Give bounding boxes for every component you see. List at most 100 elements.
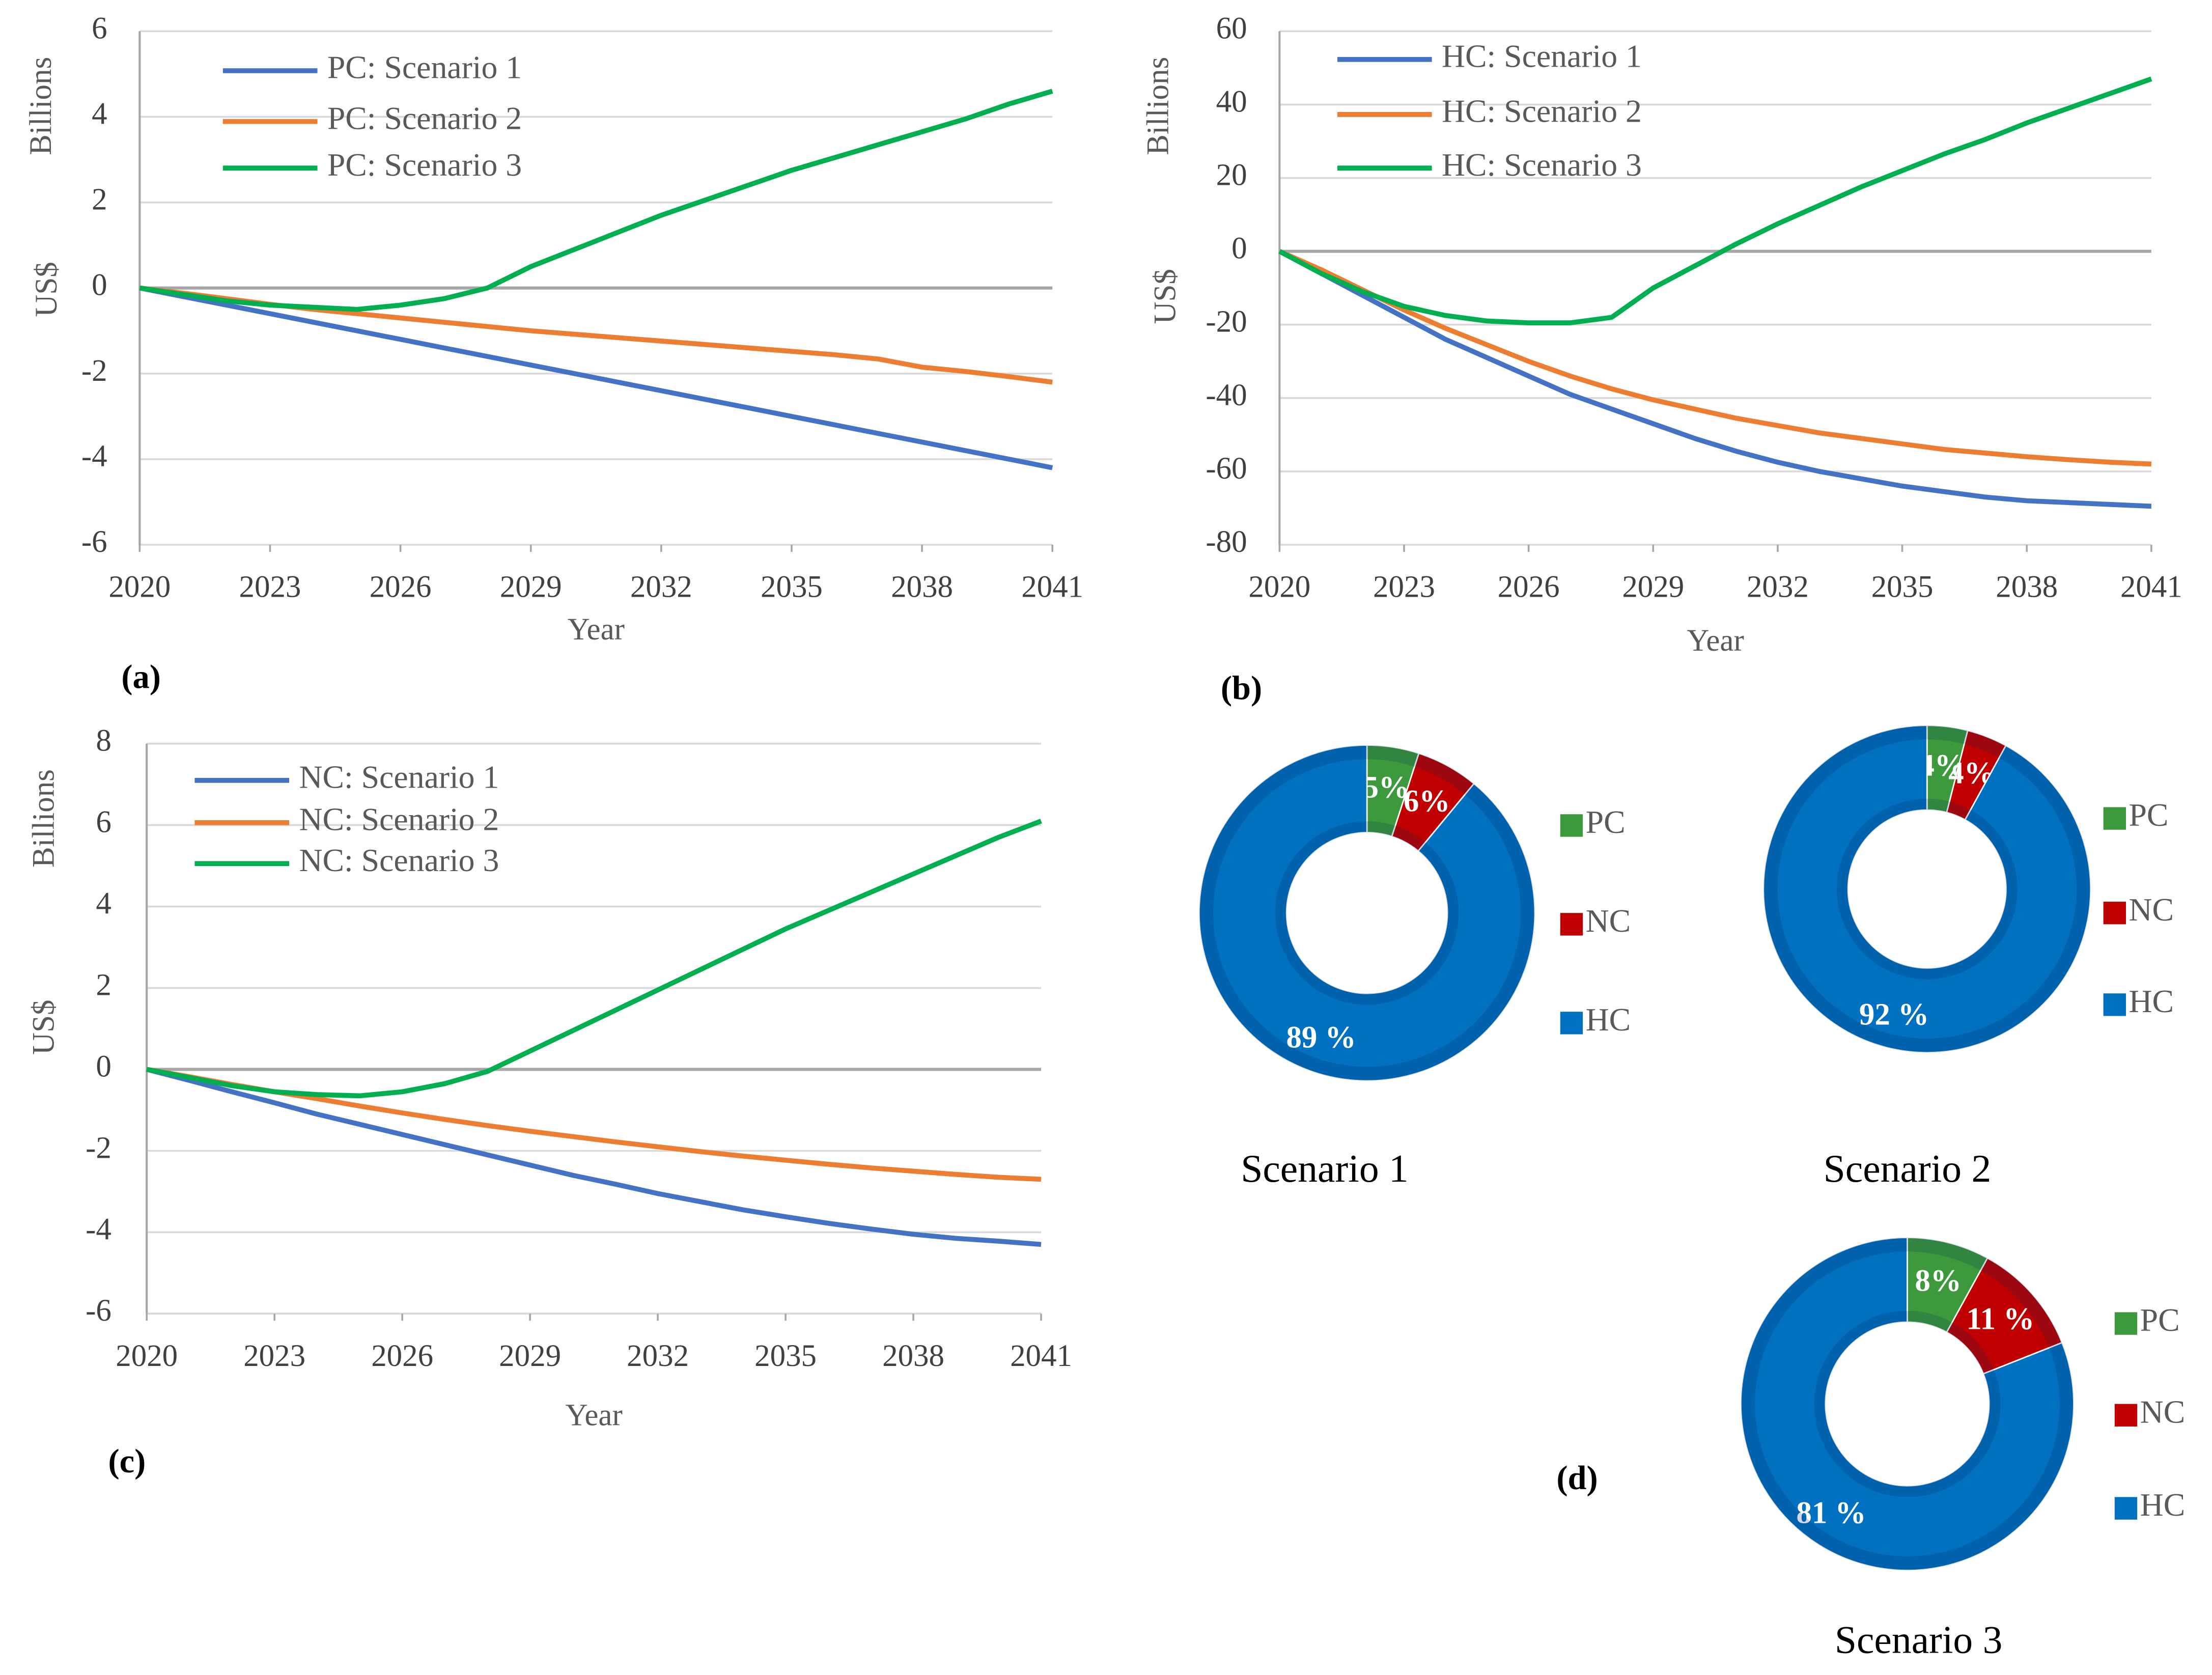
legend-label: PC bbox=[2140, 1302, 2180, 1338]
y-tick-label: 6 bbox=[96, 805, 111, 840]
panel-label: (d) bbox=[1556, 1460, 1598, 1497]
legend-label: PC: Scenario 1 bbox=[327, 49, 522, 86]
x-axis-title: Year bbox=[568, 612, 625, 647]
legend-swatch bbox=[2103, 902, 2126, 925]
y-tick-label: -2 bbox=[81, 354, 107, 388]
series-line bbox=[139, 285, 1053, 470]
legend-label: HC bbox=[2129, 983, 2174, 1019]
x-tick-label: 2020 bbox=[1248, 570, 1310, 604]
y-tick-label: -4 bbox=[86, 1212, 111, 1246]
series-line bbox=[139, 89, 1053, 312]
y-tick-label: 2 bbox=[96, 968, 111, 1002]
legend-label: NC bbox=[2140, 1393, 2186, 1430]
legend-swatch bbox=[1560, 913, 1583, 936]
x-tick-label: 2023 bbox=[239, 570, 301, 604]
data-label: 11 % bbox=[1966, 1302, 2034, 1336]
donut-chart: 8% PC 11 % NC 81 % HC Scenario 3 (d) bbox=[1556, 1237, 2186, 1661]
line-chart: -6 -4 -2 0 2 4 6 2020 2023 2026 2029 2032 2035 2038 20… bbox=[24, 11, 1083, 695]
series-line bbox=[139, 285, 1053, 385]
y-axis-unit: Billions bbox=[1141, 57, 1175, 155]
y-axis-title: US$ bbox=[26, 1000, 61, 1055]
donut-inner-rim bbox=[1275, 821, 1459, 1005]
legend-label: HC: Scenario 1 bbox=[1442, 38, 1642, 74]
x-tick-label: 2038 bbox=[891, 570, 953, 604]
donut-inner-rim bbox=[1814, 1310, 2001, 1497]
x-tick-label: 2035 bbox=[1871, 570, 1934, 604]
legend-label: HC bbox=[1586, 1001, 1631, 1038]
legend-swatch bbox=[1560, 814, 1583, 837]
y-tick-label: 8 bbox=[96, 724, 111, 758]
y-tick-label: -80 bbox=[1206, 525, 1247, 559]
x-tick-label: 2035 bbox=[754, 1339, 817, 1373]
y-tick-label: -40 bbox=[1206, 378, 1247, 412]
donut-rim bbox=[1763, 725, 2091, 1053]
legend-label: HC: Scenario 3 bbox=[1442, 147, 1642, 183]
legend-label: PC bbox=[2129, 797, 2169, 833]
y-axis-title: US$ bbox=[30, 262, 64, 317]
y-tick-label: -6 bbox=[81, 525, 107, 559]
x-tick-label: 2038 bbox=[882, 1339, 944, 1373]
x-tick-label: 2026 bbox=[371, 1339, 433, 1373]
legend-label: PC bbox=[1586, 804, 1626, 840]
legend-label: NC: Scenario 3 bbox=[299, 842, 499, 878]
series-line bbox=[146, 1067, 1042, 1182]
x-axis-title: Year bbox=[565, 1398, 622, 1432]
data-label: 92 % bbox=[1859, 997, 1929, 1031]
legend-swatch bbox=[1560, 1012, 1583, 1035]
x-tick-label: 2032 bbox=[627, 1339, 689, 1373]
x-tick-label: 2029 bbox=[500, 570, 562, 604]
y-axis-unit: Billions bbox=[24, 57, 58, 155]
legend-label: PC: Scenario 2 bbox=[327, 100, 522, 136]
donut-title: Scenario 2 bbox=[1824, 1147, 1992, 1190]
x-axis-title: Year bbox=[1687, 624, 1744, 658]
y-tick-label: -4 bbox=[81, 439, 107, 473]
series-line bbox=[146, 1067, 1042, 1247]
y-tick-label: 2 bbox=[92, 183, 107, 217]
panel-label: (c) bbox=[108, 1443, 146, 1480]
x-tick-label: 2029 bbox=[499, 1339, 561, 1373]
data-label: 81 % bbox=[1796, 1496, 1866, 1530]
y-tick-label: -60 bbox=[1206, 452, 1247, 486]
line-chart: -80 -60 -40 -20 0 20 40 60 2020 2023 2026 2029 2032 2… bbox=[1141, 11, 2182, 707]
donut-rim bbox=[1199, 745, 1535, 1081]
data-label: 89 % bbox=[1286, 1021, 1356, 1055]
y-axis-unit: Billions bbox=[26, 769, 61, 868]
y-tick-label: -20 bbox=[1206, 305, 1247, 339]
series-line bbox=[1278, 76, 2152, 325]
x-tick-label: 2020 bbox=[116, 1339, 178, 1373]
data-label: 6% bbox=[1404, 785, 1450, 819]
legend-swatch bbox=[2114, 1404, 2138, 1427]
data-label: 5% bbox=[1363, 770, 1410, 804]
legend-swatch bbox=[2103, 807, 2126, 830]
legend-swatch bbox=[2114, 1497, 2138, 1520]
y-tick-label: 4 bbox=[92, 97, 107, 131]
donut-segment bbox=[1740, 1237, 2075, 1571]
y-axis-title: US$ bbox=[1148, 269, 1182, 324]
y-tick-label: 20 bbox=[1216, 158, 1247, 192]
data-label: 8% bbox=[1915, 1264, 1961, 1298]
legend-label: PC: Scenario 3 bbox=[327, 147, 522, 183]
x-tick-label: 2029 bbox=[1622, 570, 1684, 604]
legend-label: NC: Scenario 2 bbox=[299, 801, 499, 838]
donut-segment bbox=[1198, 744, 1536, 1082]
line-chart: -6 -4 -2 0 2 4 6 8 2020 2023 2026 2029 2032 2035 2038 2… bbox=[26, 724, 1072, 1480]
donut-title: Scenario 3 bbox=[1835, 1617, 2003, 1661]
legend-label: HC bbox=[2140, 1487, 2186, 1523]
x-tick-label: 2026 bbox=[370, 570, 432, 604]
panel-label: (a) bbox=[121, 658, 161, 695]
donut-inner-rim bbox=[1836, 798, 2018, 980]
x-tick-label: 2023 bbox=[1373, 570, 1435, 604]
donut-segment bbox=[1762, 724, 2092, 1053]
x-tick-label: 2032 bbox=[630, 570, 692, 604]
donut-rim bbox=[1741, 1237, 2074, 1571]
y-tick-label: 0 bbox=[1231, 232, 1247, 266]
legend-swatch bbox=[2114, 1312, 2138, 1335]
series-line bbox=[146, 819, 1042, 1099]
x-tick-label: 2020 bbox=[108, 570, 171, 604]
series-line bbox=[1278, 249, 2152, 509]
x-tick-label: 2026 bbox=[1498, 570, 1560, 604]
x-tick-label: 2035 bbox=[761, 570, 823, 604]
